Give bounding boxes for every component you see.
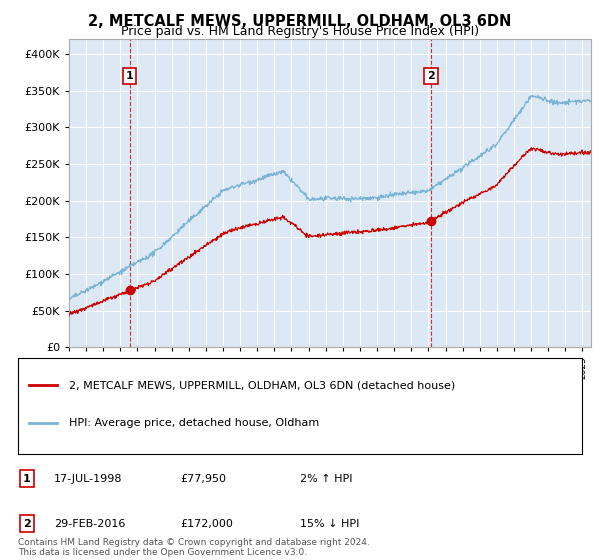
Text: 29-FEB-2016: 29-FEB-2016 — [54, 519, 125, 529]
Text: £77,950: £77,950 — [180, 474, 226, 484]
Text: £172,000: £172,000 — [180, 519, 233, 529]
Text: 1: 1 — [126, 71, 133, 81]
Text: 2: 2 — [23, 519, 31, 529]
Text: HPI: Average price, detached house, Oldham: HPI: Average price, detached house, Oldh… — [69, 418, 319, 428]
Text: 2, METCALF MEWS, UPPERMILL, OLDHAM, OL3 6DN: 2, METCALF MEWS, UPPERMILL, OLDHAM, OL3 … — [88, 14, 512, 29]
Text: 1: 1 — [23, 474, 31, 484]
Text: 15% ↓ HPI: 15% ↓ HPI — [300, 519, 359, 529]
Text: 2: 2 — [427, 71, 435, 81]
Text: 2, METCALF MEWS, UPPERMILL, OLDHAM, OL3 6DN (detached house): 2, METCALF MEWS, UPPERMILL, OLDHAM, OL3 … — [69, 380, 455, 390]
Text: Contains HM Land Registry data © Crown copyright and database right 2024.
This d: Contains HM Land Registry data © Crown c… — [18, 538, 370, 557]
Text: 2% ↑ HPI: 2% ↑ HPI — [300, 474, 353, 484]
Text: 17-JUL-1998: 17-JUL-1998 — [54, 474, 122, 484]
Text: Price paid vs. HM Land Registry's House Price Index (HPI): Price paid vs. HM Land Registry's House … — [121, 25, 479, 38]
